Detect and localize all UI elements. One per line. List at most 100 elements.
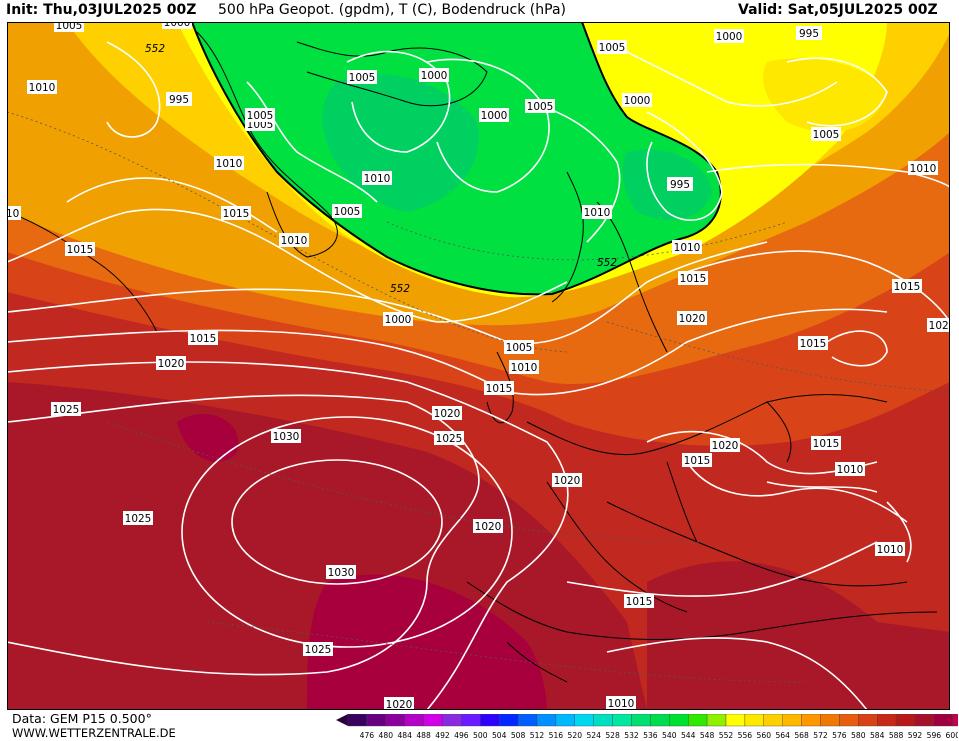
isobar-label: 1030: [271, 429, 301, 443]
isobar-label: 1015: [678, 271, 708, 285]
isobar-label: 1020: [677, 311, 707, 325]
legend-swatch: [706, 714, 727, 727]
svg-text:1010: 1010: [910, 163, 937, 175]
geopotential-contours: [7, 111, 950, 683]
svg-text:1015: 1015: [684, 455, 711, 467]
color-legend: 476 480 484 488 492 496 500 504 508 512 516 520 524 5…: [336, 714, 958, 740]
legend-tick-label: 476: [360, 731, 375, 740]
legend-swatch: [895, 714, 916, 727]
legend-swatch: [650, 714, 670, 727]
legend-tick-label: 596: [927, 731, 942, 740]
svg-text:1010: 1010: [511, 362, 538, 374]
isobar-label: 1000: [479, 108, 509, 122]
legend-swatch: [536, 714, 557, 727]
isobar-label: 1000: [383, 312, 413, 326]
isobar-label: 1025: [434, 431, 464, 445]
legend-swatch: [877, 714, 897, 727]
init-time-label: Init: Thu,03JUL2025 00Z: [6, 2, 197, 18]
legend-tick-label: 552: [719, 731, 734, 740]
svg-text:1015: 1015: [190, 333, 217, 345]
svg-text:1015: 1015: [800, 338, 827, 350]
legend-swatch: [801, 714, 821, 727]
svg-text:1020: 1020: [554, 475, 581, 487]
svg-text:1020: 1020: [386, 699, 413, 710]
legend-tick-label: 532: [624, 731, 639, 740]
isobar-label: 1010: [672, 240, 702, 254]
legend-tick-label: 512: [530, 731, 545, 740]
isobar-label: 1005: [525, 99, 555, 113]
svg-text:1020: 1020: [434, 408, 461, 420]
legend-swatch: [498, 714, 519, 727]
isobar-label: 995: [667, 177, 693, 191]
svg-text:1015: 1015: [813, 438, 840, 450]
svg-text:552: 552: [145, 43, 165, 55]
svg-text:1005: 1005: [813, 129, 840, 141]
isobar-label: 1030: [326, 565, 356, 579]
svg-text:1010: 1010: [29, 82, 56, 94]
isobar-label: 1010: [606, 696, 636, 710]
svg-text:1010: 1010: [7, 208, 19, 220]
svg-text:1020: 1020: [712, 440, 739, 452]
legend-swatch: [517, 714, 538, 727]
isobar-label: 1005: [54, 22, 84, 32]
svg-text:1010: 1010: [364, 173, 391, 185]
isobar-label: 1010: [835, 462, 865, 476]
legend-tick-label: 592: [908, 731, 923, 740]
isobar-label: 1005: [504, 340, 534, 354]
legend-swatch: [442, 714, 462, 727]
isobar-label: 1020: [473, 519, 503, 533]
svg-text:1025: 1025: [125, 513, 152, 525]
isobar-labels: 1005 1000 1005 1000 995 1010 1005 1010 1…: [7, 22, 950, 710]
isobar-label: 995: [166, 92, 192, 106]
crimson-zone-east: [647, 561, 950, 710]
svg-text:1010: 1010: [584, 207, 611, 219]
height-label: 552: [597, 257, 617, 269]
legend-tick-label: 588: [889, 731, 904, 740]
legend-swatch: [858, 714, 878, 727]
legend-tick-label: 540: [662, 731, 677, 740]
legend-tick-label: 520: [568, 731, 583, 740]
svg-text:1020: 1020: [158, 358, 185, 370]
isobar-label: 1010: [7, 206, 21, 220]
green-core: [322, 74, 479, 212]
svg-text:1005: 1005: [599, 42, 626, 54]
magenta-zone-west: [177, 413, 239, 462]
svg-text:1005: 1005: [247, 110, 274, 122]
svg-text:1015: 1015: [67, 244, 94, 256]
svg-text:995: 995: [799, 28, 819, 40]
legend-swatch: [612, 714, 632, 727]
svg-text:1025: 1025: [53, 404, 80, 416]
legend-swatch: [839, 714, 859, 727]
legend-tick-label: 496: [454, 731, 469, 740]
legend-swatch: [385, 714, 405, 727]
isobar-label: 1015: [811, 436, 841, 450]
isobar-label: 1015: [484, 381, 514, 395]
legend-tick-label: 488: [416, 731, 431, 740]
valid-time-label: Valid: Sat,05JUL2025 00Z: [738, 2, 938, 18]
warm-core-north: [763, 58, 887, 132]
isobar-label: 1020: [710, 438, 740, 452]
legend-tick-label: 580: [851, 731, 866, 740]
svg-text:1010: 1010: [837, 464, 864, 476]
legend-swatch: [480, 714, 500, 727]
legend-tick-label: 500: [473, 731, 488, 740]
isobar-label: 1000: [419, 68, 449, 82]
legend-tick-label: 548: [700, 731, 715, 740]
svg-text:1015: 1015: [680, 273, 707, 285]
svg-text:1000: 1000: [421, 70, 448, 82]
isobar-label: 1010: [362, 171, 392, 185]
svg-text:1000: 1000: [624, 95, 651, 107]
svg-text:1000: 1000: [385, 314, 412, 326]
legend-tick-label: 544: [681, 731, 696, 740]
isobar-label: 1025: [303, 642, 333, 656]
legend-tick-label: 492: [435, 731, 450, 740]
svg-text:1000: 1000: [164, 22, 191, 29]
map-frame: [7, 22, 950, 710]
isobar-label: 1010: [875, 542, 905, 556]
legend-tick-label: 528: [605, 731, 620, 740]
svg-text:1020: 1020: [475, 521, 502, 533]
isobar-label: 1025: [51, 402, 81, 416]
legend-arrow-left: [336, 714, 348, 726]
isobar-label: 1010: [908, 161, 938, 175]
height-label: 552: [390, 283, 410, 295]
